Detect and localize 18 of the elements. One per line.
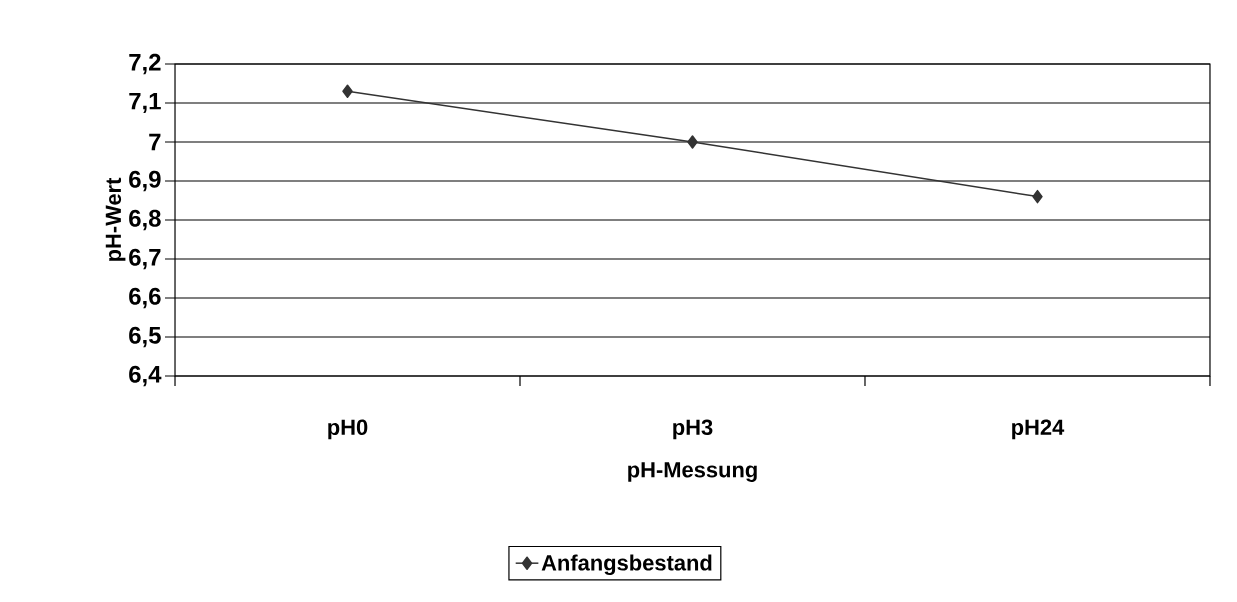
x-tick-label: pH0 [328,419,368,440]
y-tick-label: 6,6 [129,287,161,309]
x-axis-title: pH-Messung [628,462,757,482]
y-axis-title: pH-Wert [105,177,126,261]
y-tick-label: 7,1 [129,92,161,114]
y-tick-label: 7,2 [129,53,161,75]
legend-label: Anfangsbestand [541,554,712,576]
x-tick-label: pH24 [1012,419,1065,440]
x-tick-label: pH3 [673,419,713,440]
point [342,84,353,99]
y-tick-label: 6,4 [129,365,162,387]
y-tick-label: 6,8 [129,209,161,231]
point [687,135,698,149]
y-tick-label: 7 [149,133,161,151]
point [1032,189,1043,204]
y-tick-label: 6,9 [129,170,161,192]
y-tick-label: 6,5 [129,326,161,348]
y-tick-label: 6,7 [129,248,161,270]
